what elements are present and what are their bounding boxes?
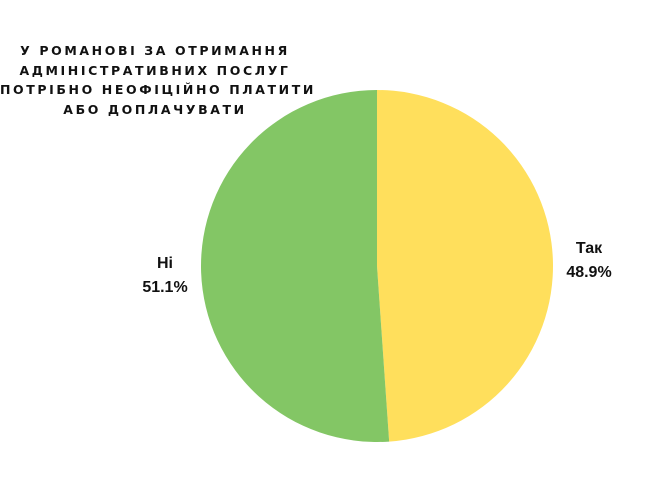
slice-ni [201,90,390,442]
slice-tak [377,90,554,442]
title-line: АБО ДОПЛАЧУВАТИ [63,101,247,117]
chart-title: У РОМАНОВІ ЗА ОТРИМАННЯ АДМІНІСТРАТИВНИХ… [0,41,316,119]
label-tak: Так [576,240,603,257]
title-line: ПОТРІБНО НЕОФІЦІЙНО ПЛАТИТИ [0,82,316,97]
value-ni: 51.1% [142,279,187,296]
title-line: У РОМАНОВІ ЗА ОТРИМАННЯ [20,43,290,58]
value-tak: 48.9% [566,264,611,281]
label-ni: Ні [157,255,173,272]
title-line: АДМІНІСТРАТИВНИХ ПОСЛУГ [19,62,291,78]
